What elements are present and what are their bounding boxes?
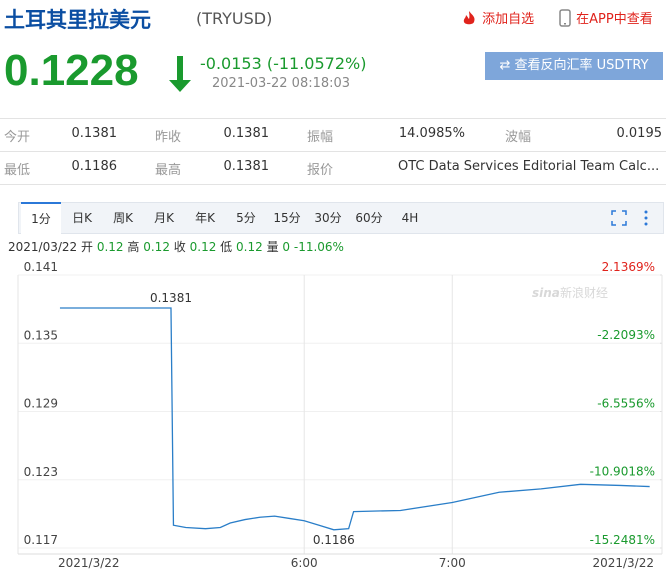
- info-date: 2021/03/22: [8, 240, 78, 254]
- stat-value: 0.1381: [223, 126, 270, 141]
- add-watch-text: 添加自选: [482, 12, 535, 27]
- period-tab[interactable]: 周K: [113, 211, 133, 225]
- stat-value: 0.1381: [71, 126, 118, 141]
- period-tabs: 1分 日K 周K 月K 年K 5分 15分 30分 60分 4H: [18, 202, 664, 234]
- info-label: 收: [173, 240, 186, 254]
- annotation: 0.1381: [150, 291, 192, 305]
- period-tab[interactable]: 30分: [314, 211, 342, 225]
- stat-value: 0.1186: [71, 159, 118, 174]
- info-value: 0.12: [236, 240, 263, 254]
- y2-tick-label: -10.9018%: [590, 465, 655, 479]
- fire-icon: [463, 11, 475, 25]
- info-label: 低: [220, 240, 233, 254]
- y-tick-label: 0.135: [24, 328, 58, 342]
- title: 土耳其里拉美元: [4, 8, 151, 32]
- period-tab[interactable]: 1分: [21, 202, 61, 234]
- y2-tick-label: -6.5556%: [597, 397, 655, 411]
- y-tick-label: 0.117: [24, 533, 58, 547]
- stat-value: OTC Data Services Editorial Team Calc...: [398, 159, 660, 174]
- info-value: 0.12: [189, 240, 217, 254]
- price-line: [59, 307, 650, 531]
- period-tab[interactable]: 15分: [273, 211, 301, 225]
- view-app[interactable]: 在APP中查看: [558, 8, 653, 27]
- y-tick-label: 0.129: [24, 397, 58, 411]
- price-change: -0.0153 (-11.0572%): [200, 54, 367, 73]
- add-watch[interactable]: 添加自选: [460, 8, 534, 27]
- x-tick-label: 6:00: [291, 556, 318, 570]
- phone-icon: [559, 9, 571, 27]
- period-tab[interactable]: 年K: [195, 211, 215, 225]
- period-tab[interactable]: 日K: [72, 211, 92, 225]
- info-value: 0.12: [96, 240, 124, 254]
- down-arrow: [169, 56, 191, 92]
- view-app-text: 在APP中查看: [576, 12, 653, 27]
- info-label: 高: [127, 240, 140, 254]
- period-tab[interactable]: 5分: [236, 211, 256, 225]
- period-tab[interactable]: 4H: [401, 211, 419, 225]
- fullscreen-icon[interactable]: [611, 210, 627, 226]
- reverse-rate-text: 查看反向汇率 USDTRY: [514, 58, 649, 73]
- x-tick-label: 7:00: [439, 556, 466, 570]
- symbol-code: (TRYUSD): [196, 9, 273, 28]
- watermark-logo: sina: [532, 286, 560, 300]
- stat-value: 0.1381: [223, 159, 270, 174]
- annotation: 0.1186: [313, 533, 355, 547]
- more-icon[interactable]: [643, 209, 649, 227]
- info-value: 0.12: [143, 240, 170, 254]
- watermark-text: 新浪财经: [560, 285, 608, 300]
- reverse-rate-button[interactable]: ⇄ 查看反向汇率 USDTRY: [485, 52, 663, 80]
- y2-tick-label: -15.2481%: [590, 533, 655, 547]
- stat-value: 14.0985%: [398, 126, 465, 141]
- divider: [0, 151, 666, 152]
- info-label: 开: [81, 240, 94, 254]
- stat-label: 振幅: [307, 130, 334, 145]
- divider: [0, 118, 666, 119]
- stat-label: 报价: [307, 163, 334, 178]
- stat-value: 0.0195: [616, 126, 663, 141]
- price: 0.1228: [4, 46, 139, 95]
- chart: sina 新浪财经 0.117 0.123 0.129 0.135 0.141 -15.2…: [17, 260, 663, 570]
- stat-label: 昨收: [155, 130, 182, 145]
- y-tick-label: 0.141: [24, 260, 58, 274]
- stat-label: 今开: [4, 130, 31, 145]
- stat-label: 波幅: [505, 130, 532, 145]
- x-tick-label: 2021/3/22: [58, 556, 120, 570]
- y2-tick-label: 2.1369%: [602, 260, 655, 274]
- ohlc-info: 2021/03/22 开 0.12 高 0.12 收 0.12 低 0.12 量…: [8, 238, 344, 255]
- period-tab[interactable]: 60分: [355, 211, 383, 225]
- y-tick-label: 0.123: [24, 465, 58, 479]
- quote-time: 2021-03-22 08:18:03: [212, 76, 351, 91]
- period-tab[interactable]: 月K: [154, 211, 174, 225]
- stat-label: 最高: [155, 163, 182, 178]
- info-label: 量: [266, 240, 279, 254]
- stat-label: 最低: [4, 163, 31, 178]
- divider: [0, 184, 666, 185]
- info-value: 0: [282, 240, 291, 254]
- y2-tick-label: -2.2093%: [597, 328, 655, 342]
- x-tick-label: 2021/3/22: [592, 556, 654, 570]
- info-change: -11.06%: [293, 240, 344, 254]
